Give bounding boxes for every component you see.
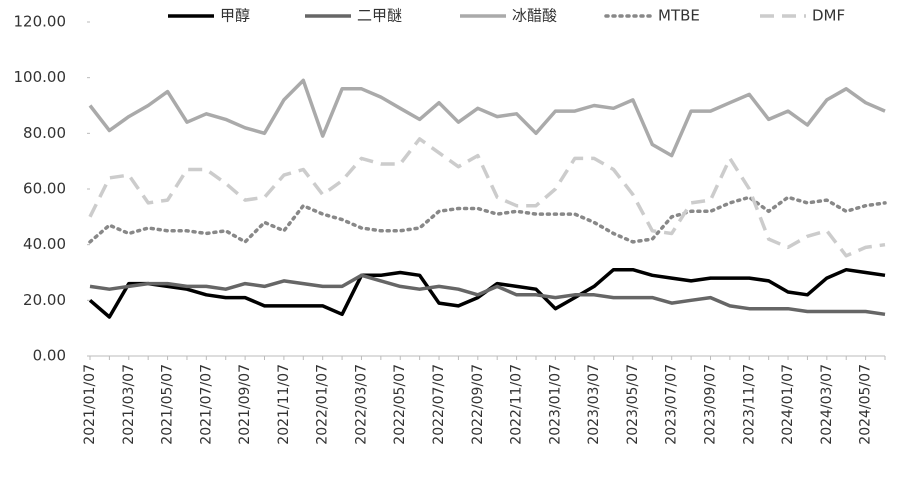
x-tick-label: 2022/11/07 [509,364,525,445]
x-tick-label: 2021/07/07 [198,364,214,445]
y-tick-label: 40.00 [23,235,66,253]
y-tick-label: 0.00 [33,347,66,365]
x-tick-label: 2021/01/07 [82,364,98,445]
x-tick-label: 2023/07/07 [664,364,680,445]
x-tick-label: 2023/01/07 [547,364,563,445]
y-tick-label: 120.00 [14,13,67,31]
y-tick-label: 100.00 [14,68,67,86]
x-tick-label: 2021/11/07 [276,364,292,445]
x-tick-label: 2023/05/07 [625,364,641,445]
series-line [88,195,887,244]
legend-label: MTBE [658,7,700,25]
x-tick-label: 2024/01/07 [780,364,796,445]
x-tick-label: 2023/11/07 [741,364,757,445]
x-tick-label: 2022/09/07 [470,364,486,445]
legend-label: DMF [812,7,845,25]
x-tick-label: 2021/03/07 [121,364,137,445]
y-tick-label: 20.00 [23,291,66,309]
x-tick-label: 2022/07/07 [431,364,447,445]
x-tick-label: 2023/09/07 [702,364,718,445]
x-tick-label: 2021/05/07 [160,364,176,445]
x-tick-label: 2024/03/07 [819,364,835,445]
legend-label: 二甲醚 [357,7,402,25]
series-line [89,273,886,317]
x-tick-label: 2023/03/07 [586,364,602,445]
legend-label: 冰醋酸 [512,7,557,25]
x-tick-label: 2022/03/07 [353,364,369,445]
x-tick-label: 2022/05/07 [392,364,408,445]
y-tick-label: 60.00 [23,180,66,198]
series-line [88,137,886,258]
x-tick-label: 2022/01/07 [315,364,331,445]
series-line [88,78,886,158]
x-tick-label: 2021/09/07 [237,364,253,445]
y-tick-label: 80.00 [23,124,66,142]
x-tick-label: 2024/05/07 [858,364,874,445]
legend-label: 甲醇 [220,7,250,25]
